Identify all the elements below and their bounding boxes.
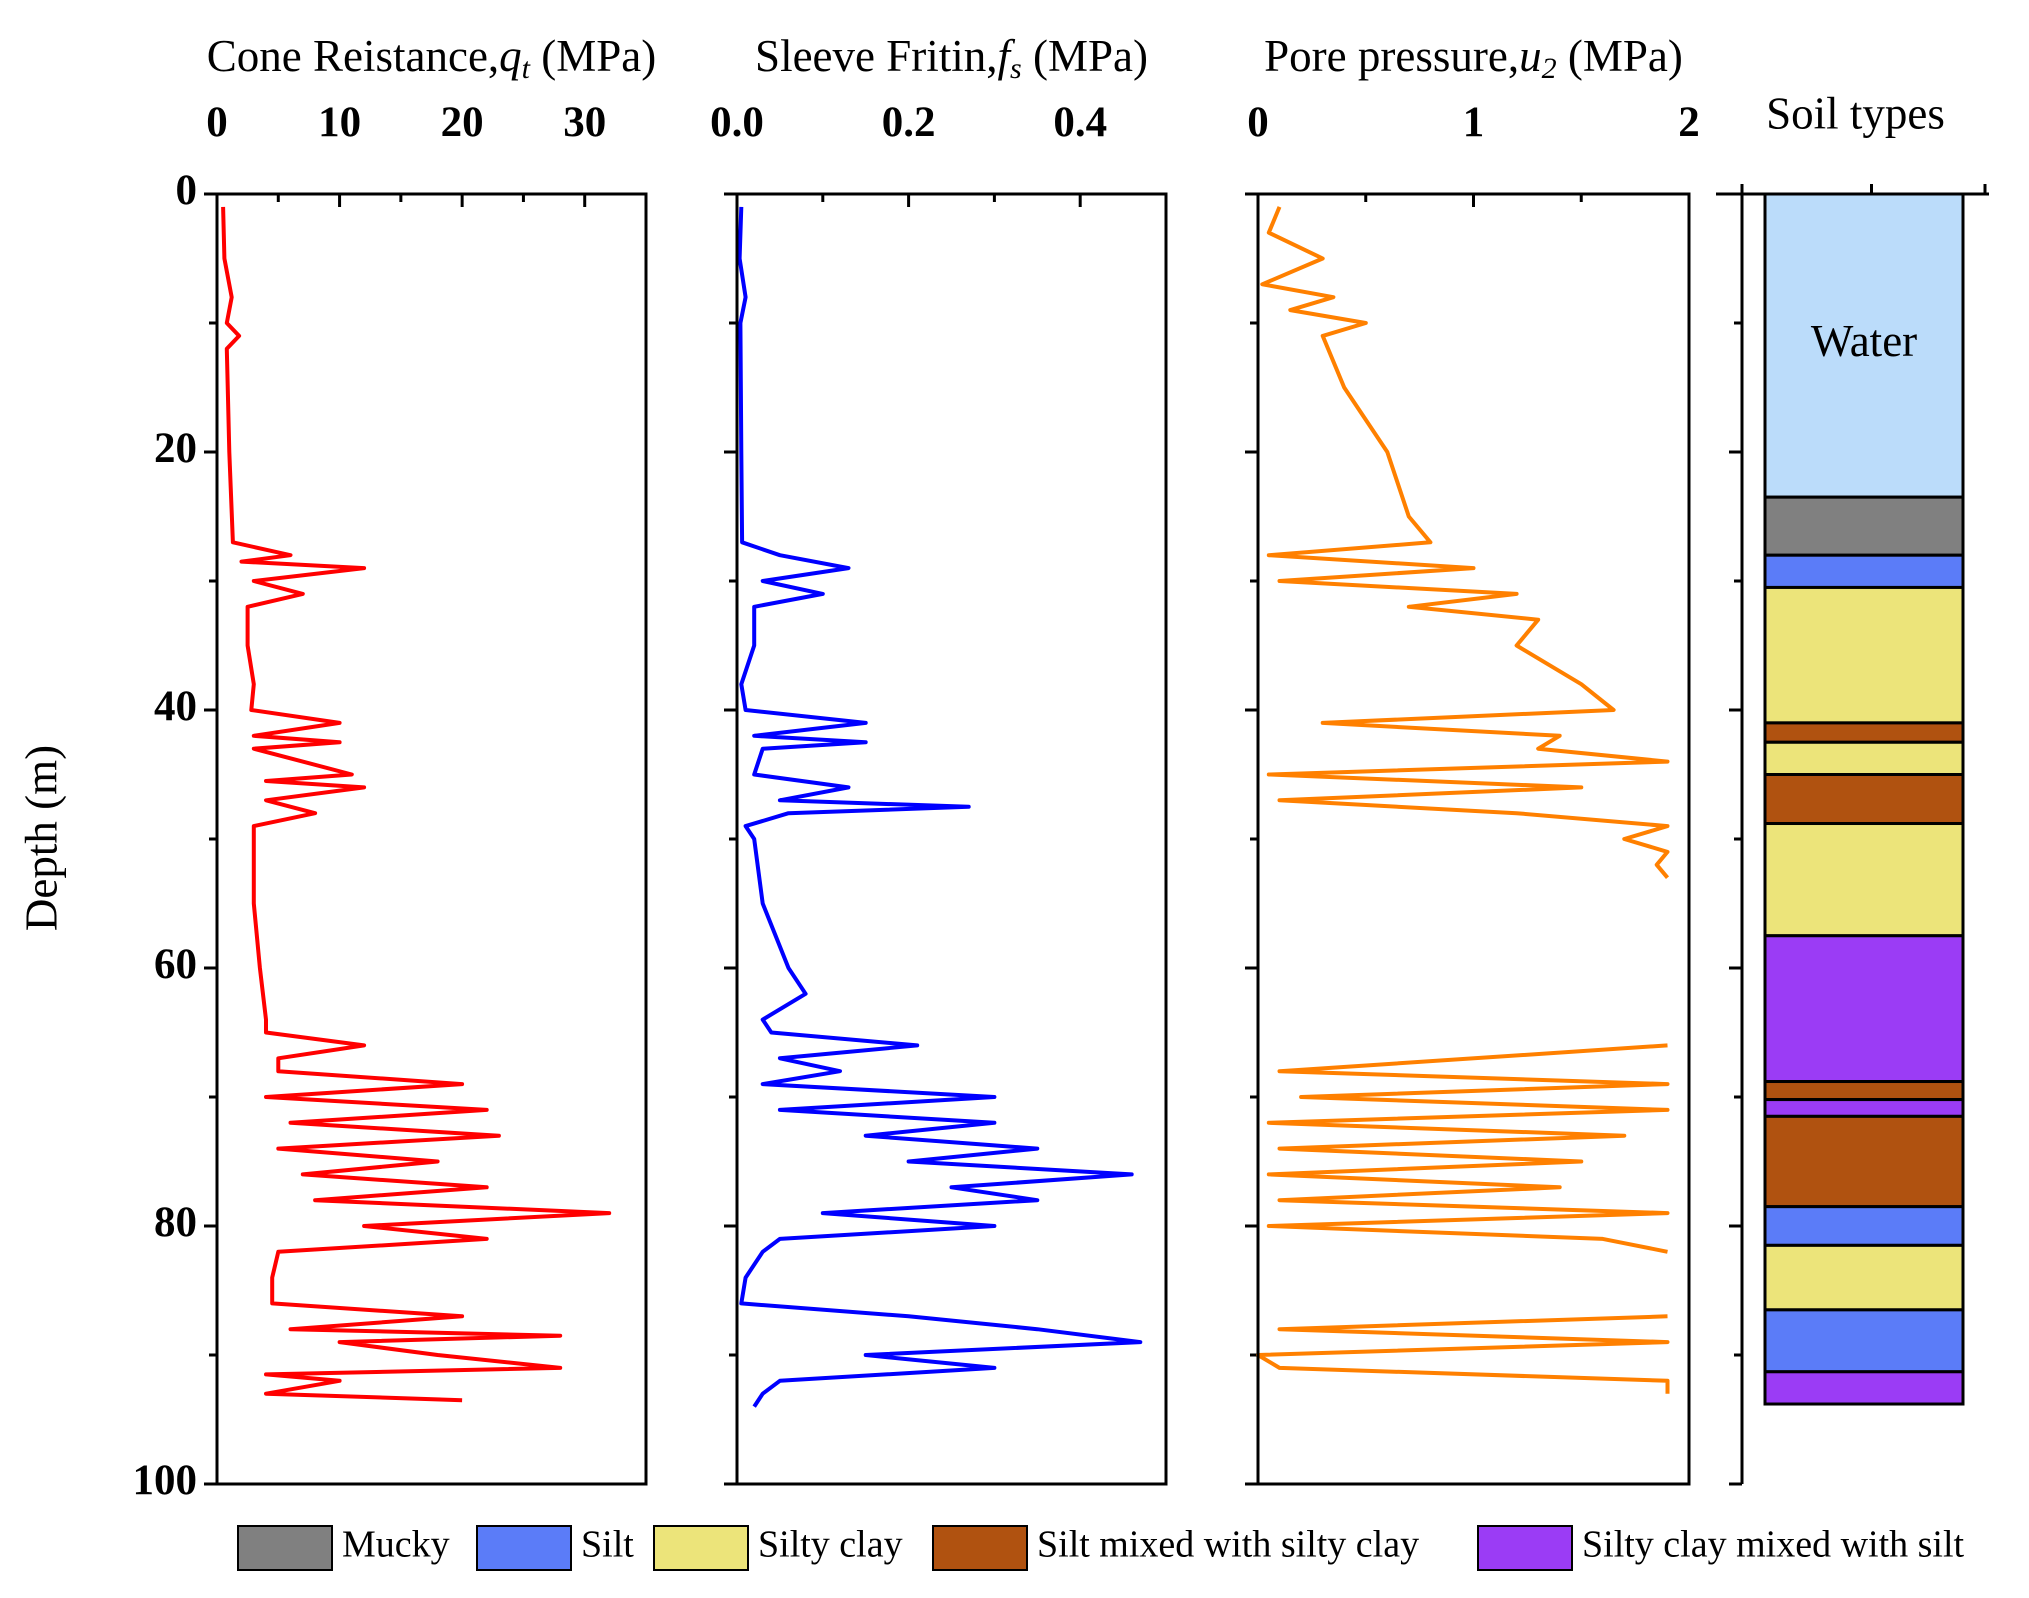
x-tick-label: 30: [563, 99, 606, 146]
legend-label: Silty clay mixed with silt: [1582, 1524, 1965, 1566]
title-part: q: [499, 31, 522, 81]
title-part: Pore pressure,: [1264, 31, 1519, 81]
data-line: [221, 206, 612, 1403]
legend-label: Silt mixed with silty clay: [1037, 1524, 1419, 1566]
title-part: s: [1010, 52, 1022, 85]
x-tick-label: 0.4: [1053, 99, 1107, 146]
soil-layer: [1763, 1205, 1965, 1247]
panel-title: Pore pressure,u2 (MPa): [1264, 31, 1683, 85]
soil-layer: [1763, 1370, 1965, 1406]
soil-layer: [1763, 1114, 1965, 1209]
soil-layer: [1763, 1098, 1965, 1118]
title-part: 2: [1542, 52, 1557, 85]
title-part: u: [1519, 31, 1542, 81]
y-axis-label: Depth (m): [16, 745, 66, 931]
panel-title: Soil types: [1766, 88, 1945, 138]
title-part: t: [522, 52, 531, 85]
x-tick-label: 1: [1463, 99, 1485, 146]
soil-layer: [1763, 585, 1965, 725]
legend-swatch: [932, 1525, 1028, 1571]
x-tick-label: 0: [206, 99, 228, 146]
y-tick-label: 80: [154, 1199, 197, 1246]
y-tick-label: 100: [133, 1457, 198, 1504]
soil-layer: [1763, 934, 1965, 1084]
soil-layer: [1763, 1080, 1965, 1102]
legend-label: Mucky: [342, 1524, 450, 1566]
legend-swatch: [476, 1525, 572, 1571]
soil-layer: [1763, 495, 1965, 557]
soil-layer: [1763, 773, 1965, 826]
legend-swatch: [1477, 1525, 1573, 1571]
title-part: Cone Reistance,: [207, 31, 499, 81]
panel-title: Cone Reistance,qt (MPa): [207, 31, 657, 85]
y-tick-label: 20: [154, 425, 197, 472]
soil-layer: [1763, 721, 1965, 744]
panel-title: Sleeve Fritin,fs (MPa): [755, 31, 1148, 85]
x-tick-label: 0.2: [882, 99, 936, 146]
y-tick-label: 60: [154, 941, 197, 988]
plot-frame: [1256, 192, 1691, 1486]
soil-layer: [1763, 553, 1965, 589]
legend-swatch: [653, 1525, 749, 1571]
legend-label: Silt: [581, 1524, 634, 1566]
y-tick-label: 0: [176, 167, 198, 214]
x-tick-label: 2: [1678, 99, 1700, 146]
plot-frame: [735, 192, 1168, 1486]
soil-layer: [1763, 822, 1965, 938]
x-tick-label: 10: [318, 99, 361, 146]
layer-label: Water: [1811, 316, 1917, 366]
legend-swatch: [237, 1525, 333, 1571]
x-tick-label: 20: [441, 99, 484, 146]
plot-frame: [215, 192, 648, 1486]
data-line: [737, 206, 1143, 1408]
data-line: [1256, 206, 1670, 1394]
title-part: (MPa): [530, 31, 656, 81]
x-tick-label: 0: [1247, 99, 1269, 146]
x-tick-label: 0.0: [710, 99, 764, 146]
soil-layer: [1763, 1308, 1965, 1374]
legend-label: Silty clay: [758, 1524, 903, 1566]
title-part: (MPa): [1022, 31, 1148, 81]
title-part: (MPa): [1557, 31, 1683, 81]
y-tick-label: 40: [154, 683, 197, 730]
soil-layer: [1763, 1243, 1965, 1312]
title-part: Sleeve Fritin,: [755, 31, 997, 81]
soil-layer: [1763, 740, 1965, 776]
